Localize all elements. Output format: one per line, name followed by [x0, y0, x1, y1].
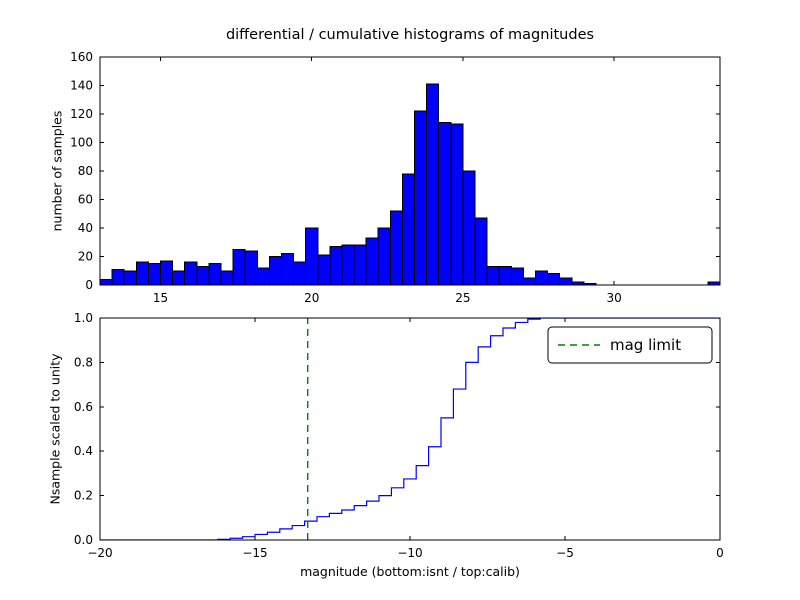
histogram-bar [474, 217, 488, 285]
y-tick-label: 0 [85, 278, 93, 292]
histogram-bar [208, 263, 222, 285]
legend: mag limit [547, 326, 713, 364]
legend-label: mag limit [610, 336, 681, 354]
histogram-bar [147, 263, 161, 285]
bottom-ticks [99, 317, 721, 541]
histogram-bar [353, 244, 367, 285]
x-tick-label: −10 [397, 546, 422, 560]
histogram-bar [232, 248, 246, 285]
histogram-bar [220, 270, 234, 285]
histogram-bar [244, 250, 258, 285]
histogram-bar [426, 83, 440, 285]
histogram-bar [510, 267, 524, 285]
histogram-bar [450, 123, 464, 285]
histogram-bar [100, 278, 113, 285]
y-tick-label: 0.0 [74, 533, 93, 547]
top-axes: 15 20 25 30 0 20 40 60 80 100 120 140 160 [70, 50, 721, 305]
bottom-xlabel: magnitude (bottom:isnt / top:calib) [300, 564, 520, 579]
top-ylabel: number of samples [49, 110, 65, 232]
histogram-bar [547, 273, 561, 285]
histogram-bar [111, 268, 125, 285]
y-tick-label: 0.2 [74, 489, 93, 503]
histogram-bar [184, 261, 198, 285]
histogram-bar [462, 170, 476, 285]
histogram-bar [498, 265, 512, 285]
x-tick-label: 20 [304, 291, 319, 305]
x-tick-label: 15 [153, 291, 168, 305]
y-tick-label: 0.6 [74, 400, 93, 414]
x-tick-label: −20 [87, 546, 112, 560]
histogram-bar [196, 265, 210, 285]
histogram-bar [535, 270, 549, 285]
y-tick-label: 60 [78, 193, 93, 207]
x-tick-label: 30 [607, 291, 622, 305]
y-tick-label: 120 [70, 107, 93, 121]
histogram-bar [486, 265, 500, 285]
cumulative-curve [100, 318, 720, 540]
histogram-bar [135, 261, 149, 285]
histogram-bar [583, 283, 597, 285]
y-tick-label: 80 [78, 164, 93, 178]
histogram-bar [559, 277, 573, 285]
y-tick-label: 20 [78, 250, 93, 264]
y-tick-label: 140 [70, 79, 93, 93]
histogram-bar [305, 227, 319, 285]
histogram-bar [377, 227, 391, 285]
histogram-bar [123, 270, 137, 285]
legend-box [547, 326, 713, 364]
y-tick-label: 100 [70, 136, 93, 150]
histogram-bars [100, 83, 720, 285]
histogram-bar [159, 260, 174, 285]
y-tick-label: 1.0 [74, 311, 93, 325]
x-tick-label: −5 [556, 546, 574, 560]
histogram-bar [280, 253, 295, 285]
histogram-bar [401, 173, 416, 285]
histogram-bar [341, 244, 355, 285]
top-ticks [100, 56, 720, 286]
bottom-axes: −20 −15 −10 −5 0 0.0 0.2 0.4 0.6 0.8 1.0 mag limit [74, 311, 724, 560]
histogram-bar [414, 110, 428, 285]
histogram-bar [268, 256, 282, 285]
x-tick-label: 25 [455, 291, 470, 305]
x-tick-label: 0 [716, 546, 724, 560]
histogram-bar [172, 270, 186, 285]
y-tick-label: 0.8 [74, 355, 93, 369]
chart-title: differential / cumulative histograms of … [225, 27, 595, 43]
bottom-ylabel: Nsample scaled to unity [47, 353, 63, 505]
histogram-bar [389, 210, 403, 285]
histogram-bar [438, 122, 452, 285]
histogram-bar [365, 237, 379, 285]
histogram-bar [522, 277, 537, 285]
x-tick-label: −15 [242, 546, 267, 560]
histogram-bar [293, 261, 307, 285]
histogram-bar [329, 246, 343, 285]
histogram-bar [317, 254, 331, 285]
y-tick-label: 40 [78, 221, 93, 235]
y-tick-label: 0.4 [74, 444, 93, 458]
histogram-bar [256, 267, 270, 285]
y-tick-label: 160 [70, 50, 93, 64]
